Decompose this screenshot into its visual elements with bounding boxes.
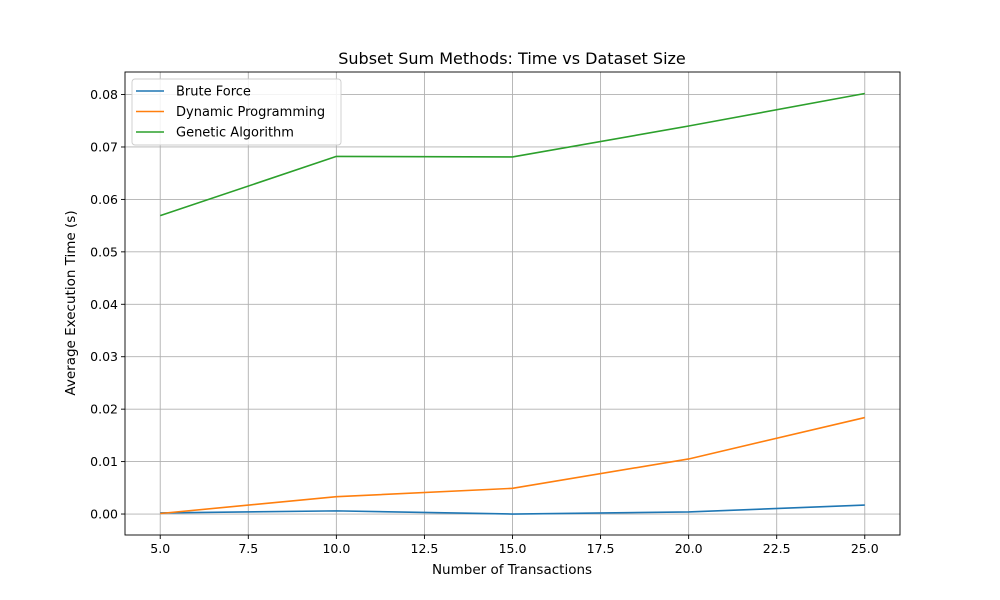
series-line-brute-force	[160, 504, 865, 515]
y-tick-label: 0.06	[90, 192, 118, 207]
x-tick-label: 25.0	[851, 541, 879, 556]
y-tick-label: 0.07	[90, 139, 118, 154]
legend-label: Dynamic Programming	[176, 105, 325, 120]
y-tick-label: 0.04	[90, 297, 118, 312]
y-axis: 0.00 0.01 0.02 0.03 0.04 0.05 0.06 0.07 0.08	[90, 87, 125, 522]
legend-label: Brute Force	[176, 85, 251, 100]
y-tick-label: 0.08	[90, 87, 118, 102]
x-tick-label: 10.0	[322, 541, 350, 556]
x-tick-label: 15.0	[499, 541, 527, 556]
x-tick-label: 20.0	[675, 541, 703, 556]
x-axis: 5.0 7.5 10.0 12.5 15.0 17.5 20.0 22.5 25.0	[150, 535, 879, 556]
x-axis-label: Number of Transactions	[432, 562, 592, 578]
x-tick-label: 5.0	[150, 541, 170, 556]
series-layer	[159, 92, 865, 515]
series-line-dynamic-programming	[160, 416, 865, 515]
y-tick-label: 0.01	[90, 454, 118, 469]
y-tick-label: 0.05	[90, 244, 118, 259]
chart-title: Subset Sum Methods: Time vs Dataset Size	[338, 49, 686, 68]
y-tick-label: 0.02	[90, 402, 118, 417]
x-tick-label: 12.5	[411, 541, 439, 556]
x-tick-label: 7.5	[238, 541, 258, 556]
y-tick-label: 0.00	[90, 507, 118, 522]
legend-label: Genetic Algorithm	[176, 126, 294, 141]
x-tick-label: 22.5	[763, 541, 791, 556]
y-tick-label: 0.03	[90, 349, 118, 364]
y-axis-label: Average Execution Time (s)	[63, 210, 79, 395]
series-line-genetic-algorithm	[159, 92, 865, 217]
x-tick-label: 17.5	[587, 541, 615, 556]
legend-box	[131, 78, 342, 146]
legend: Brute Force Dynamic Programming Genetic Al…	[131, 78, 342, 146]
